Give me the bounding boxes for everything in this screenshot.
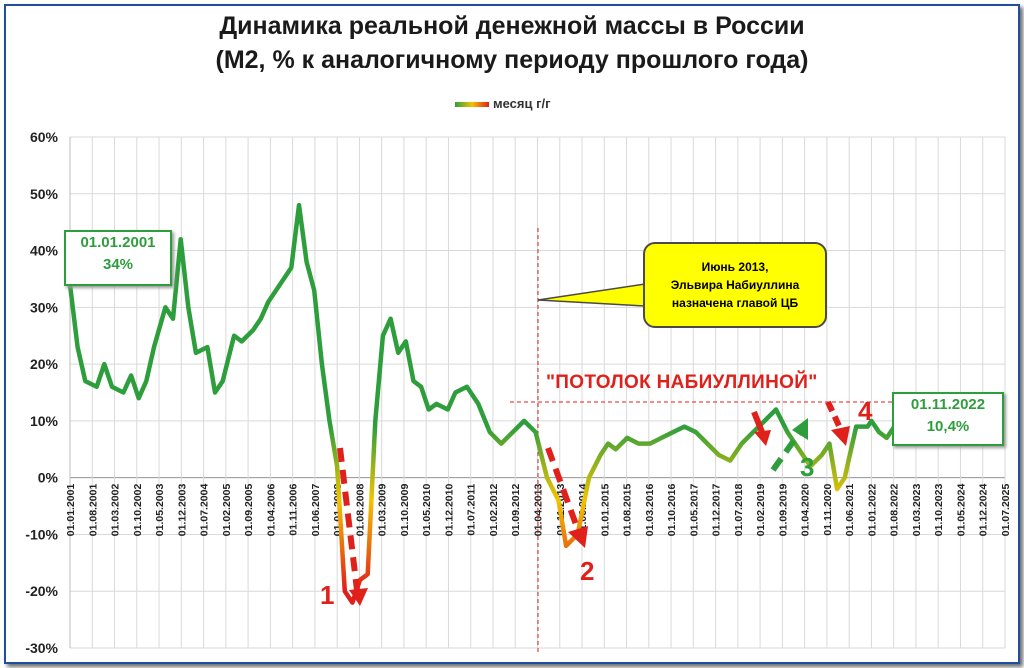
marker-2: 2 bbox=[580, 556, 595, 586]
y-tick-label: 20% bbox=[30, 356, 59, 372]
x-tick-label: 01.06.2007 bbox=[310, 484, 322, 537]
y-tick-label: 40% bbox=[30, 243, 59, 259]
x-tick-label: 01.09.2012 bbox=[510, 484, 522, 537]
trend-arrows bbox=[337, 400, 850, 606]
legend-label: месяц г/г bbox=[493, 96, 551, 111]
ceiling-label: "ПОТОЛОК НАБИУЛЛИНОЙ" bbox=[546, 372, 818, 393]
x-tick-label: 01.02.2019 bbox=[755, 484, 767, 537]
x-tick-label: 01.08.2001 bbox=[87, 484, 99, 537]
x-tick-label: 01.11.2020 bbox=[822, 484, 834, 536]
x-tick-label: 01.07.2011 bbox=[466, 484, 478, 536]
x-tick-label: 01.03.2016 bbox=[644, 484, 656, 537]
x-tick-label: 01.02.2012 bbox=[488, 484, 500, 537]
arrow-1-head bbox=[349, 588, 368, 606]
x-tick-label: 01.12.2024 bbox=[978, 484, 990, 537]
x-tick-label: 01.09.2019 bbox=[777, 484, 789, 537]
arrow-2 bbox=[545, 446, 581, 532]
arrow-1 bbox=[337, 447, 360, 591]
x-tick-label: 01.05.2010 bbox=[421, 484, 433, 537]
x-tick-label: 01.10.2023 bbox=[933, 484, 945, 537]
y-tick-label: 30% bbox=[30, 299, 59, 315]
start-label: 01.01.2001 34% bbox=[64, 230, 172, 286]
x-tick-label: 01.11.2006 bbox=[288, 484, 300, 536]
y-tick-label: 10% bbox=[30, 413, 59, 429]
y-tick-label: -30% bbox=[25, 640, 58, 656]
x-tick-label: 01.08.2008 bbox=[354, 484, 366, 537]
arrow-2-head bbox=[568, 526, 588, 548]
callout-line-1: Июнь 2013, bbox=[701, 260, 769, 274]
callout-line-3: назначена главой ЦБ bbox=[671, 296, 799, 310]
y-tick-label: -10% bbox=[25, 526, 58, 542]
x-tick-label: 01.01.2022 bbox=[866, 484, 878, 537]
arrow-4 bbox=[825, 400, 843, 430]
chart-subtitle: (М2, % к аналогичному периоду прошлого г… bbox=[215, 46, 809, 74]
x-tick-label: 01.04.2006 bbox=[265, 484, 277, 537]
y-tick-label: 60% bbox=[30, 129, 59, 145]
x-tick-label: 01.09.2005 bbox=[243, 484, 255, 537]
callout-nabiullina: Июнь 2013, Эльвира Набиуллина назначена … bbox=[643, 242, 827, 328]
start-label-value: 34% bbox=[102, 256, 134, 273]
x-tick-label: 01.03.2023 bbox=[911, 484, 923, 537]
arrow-3 bbox=[770, 430, 803, 472]
series-line-mesyats-gg bbox=[67, 202, 904, 605]
x-tick-label: 01.02.2005 bbox=[221, 484, 233, 537]
y-axis: 60% 50% 40% 30% 20% 10% 0% -10% -20% -30% bbox=[25, 129, 58, 656]
x-tick-label: 01.12.2003 bbox=[176, 484, 188, 537]
arrow-3-head bbox=[792, 418, 808, 440]
x-tick-label: 01.07.2018 bbox=[733, 484, 745, 537]
x-tick-label: 01.05.2003 bbox=[154, 484, 166, 537]
legend: месяц г/г bbox=[455, 96, 551, 111]
end-label-value: 10,4% bbox=[926, 418, 970, 435]
marker-3: 3 bbox=[800, 452, 815, 482]
x-tick-label: 01.12.2017 bbox=[711, 484, 723, 537]
x-tick-label: 01.08.2015 bbox=[622, 484, 634, 537]
x-tick-label: 01.06.2021 bbox=[844, 484, 856, 537]
chart-title: Динамика реальной денежной массы в Росси… bbox=[219, 12, 805, 40]
x-tick-label: 01.04.2020 bbox=[800, 484, 812, 537]
arrow-dip-2019-head bbox=[754, 430, 771, 446]
arrow-dip-2019 bbox=[751, 410, 765, 434]
x-tick-label: 01.08.2022 bbox=[889, 484, 901, 537]
x-tick-label: 01.03.2002 bbox=[110, 484, 122, 537]
x-tick-label: 01.03.2009 bbox=[377, 484, 389, 537]
arrow-4-head bbox=[831, 426, 850, 446]
chart-frame bbox=[4, 4, 1020, 664]
legend-swatch bbox=[455, 102, 489, 108]
x-tick-label: 01.10.2009 bbox=[399, 484, 411, 537]
end-label: 01.11.2022 10,4% bbox=[892, 392, 1004, 446]
x-tick-label: 01.01.2015 bbox=[599, 484, 611, 537]
start-label-date: 01.01.2001 bbox=[80, 234, 156, 251]
y-tick-label: 0% bbox=[38, 470, 59, 486]
x-tick-label: 01.07.2004 bbox=[199, 484, 211, 537]
callout-pointer bbox=[537, 283, 646, 307]
x-tick-label: 01.01.2001 bbox=[65, 484, 77, 537]
end-label-date: 01.11.2022 bbox=[910, 396, 986, 413]
x-tick-label: 01.12.2010 bbox=[443, 484, 455, 537]
x-tick-label: 01.07.2025 bbox=[1000, 484, 1012, 537]
x-tick-label: 01.05.2017 bbox=[688, 484, 700, 537]
x-tick-label: 01.10.2016 bbox=[666, 484, 678, 537]
x-tick-label: 01.05.2024 bbox=[955, 484, 967, 537]
callout-line-2: Эльвира Набиуллина bbox=[670, 278, 800, 292]
x-tick-label: 01.10.2002 bbox=[132, 484, 144, 537]
x-axis: 01.01.2001 01.08.2001 01.03.2002 01.10.2002… bbox=[65, 484, 1012, 537]
y-tick-label: -20% bbox=[25, 583, 58, 599]
marker-4: 4 bbox=[858, 396, 873, 426]
y-tick-label: 50% bbox=[30, 186, 59, 202]
grid bbox=[69, 136, 1006, 649]
marker-1: 1 bbox=[320, 580, 335, 610]
